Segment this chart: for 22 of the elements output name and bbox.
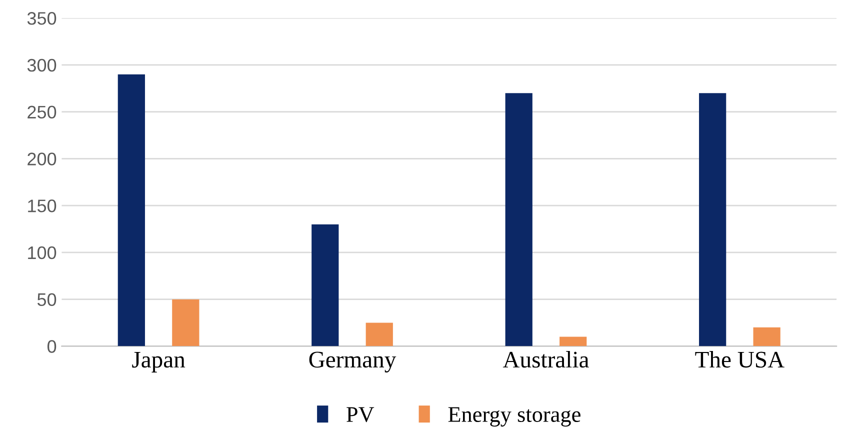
y-tick-label: 200 <box>28 152 56 166</box>
bar <box>366 322 393 346</box>
bar <box>118 74 145 346</box>
y-tick-label: 0 <box>47 340 56 353</box>
x-tick-label: Australia <box>502 351 589 368</box>
bar <box>753 327 780 346</box>
y-tick-label: 350 <box>27 12 56 25</box>
bar <box>505 93 532 346</box>
bar <box>312 224 339 346</box>
y-tick-label: 100 <box>28 246 56 260</box>
y-tick-label: 250 <box>28 106 56 119</box>
x-tick-label: Japan <box>132 352 186 372</box>
y-tick-label: 50 <box>37 293 56 306</box>
legend-label: PV <box>346 407 374 422</box>
legend-label: Energy storage <box>448 407 580 427</box>
bar <box>560 336 587 346</box>
bar <box>699 93 726 346</box>
x-tick-label: Germany <box>309 352 396 372</box>
x-tick-label: The USA <box>695 351 784 368</box>
bar <box>172 299 200 346</box>
y-tick-label: 150 <box>28 200 56 212</box>
y-tick-label: 300 <box>27 58 56 72</box>
